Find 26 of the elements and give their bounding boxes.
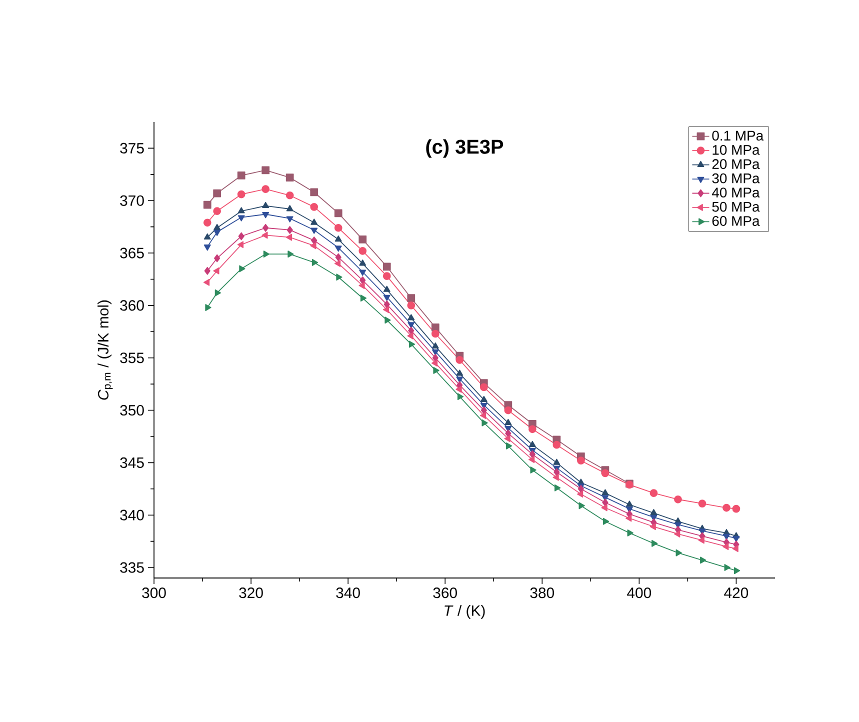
legend-label: 60 MPa xyxy=(712,216,760,226)
x-axis-title: T / (K) xyxy=(444,604,485,619)
y-tick-label: 375 xyxy=(120,142,144,154)
x-tick-label: 420 xyxy=(724,588,748,598)
y-axis-title: C$_{p,m}$ / (J/K mol) xyxy=(98,300,113,400)
y-tick-label: 345 xyxy=(120,457,144,468)
y-tick-label: 340 xyxy=(120,510,144,520)
legend-label: 50 MPa xyxy=(712,202,760,212)
y-tick-label: 360 xyxy=(120,300,144,311)
y-tick-label: 370 xyxy=(120,195,144,206)
y-tick-label: 335 xyxy=(120,562,144,573)
legend-label: 0.1 MPa xyxy=(712,130,764,141)
x-tick-label: 300 xyxy=(142,588,166,598)
x-tick-label: 380 xyxy=(530,588,554,598)
legend-label: 20 MPa xyxy=(712,159,760,170)
x-tick-label: 320 xyxy=(239,588,263,598)
legend-label: 40 MPa xyxy=(712,188,760,198)
legend-label: 10 MPa xyxy=(712,144,760,155)
x-tick-label: 340 xyxy=(336,588,360,598)
y-tick-label: 365 xyxy=(120,248,144,258)
legend-label: 30 MPa xyxy=(712,173,760,184)
x-tick-label: 360 xyxy=(433,588,457,598)
text: (c) 3E3P xyxy=(426,139,504,158)
y-tick-label: 350 xyxy=(120,404,144,416)
y-tick-label: 355 xyxy=(120,352,144,364)
x-tick-label: 400 xyxy=(627,588,652,598)
